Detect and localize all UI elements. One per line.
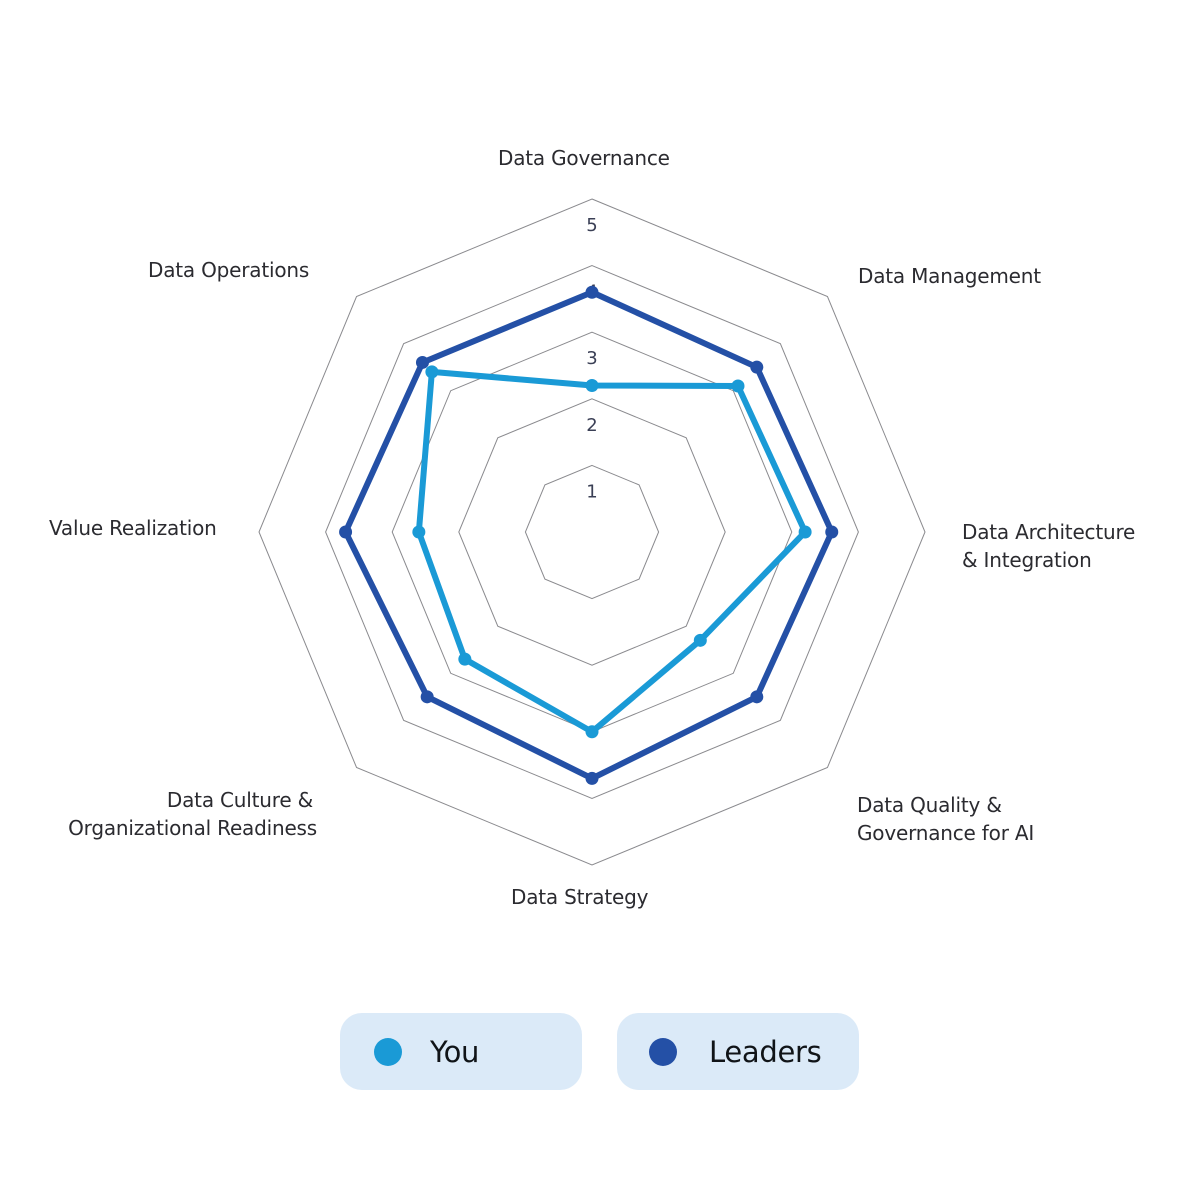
- tick-label-1: 1: [586, 481, 597, 502]
- series-leaders-point[interactable]: [585, 771, 599, 785]
- series-leaders-point[interactable]: [420, 690, 434, 704]
- series-you-point[interactable]: [412, 525, 426, 539]
- grid-ring-2: [458, 398, 726, 666]
- series-you-line: [415, 368, 809, 735]
- series-leaders-point[interactable]: [339, 525, 353, 539]
- legend-label-leaders: Leaders: [709, 1034, 822, 1069]
- series-you-point[interactable]: [798, 525, 812, 539]
- radar-chart: 12345: [258, 198, 926, 866]
- grid-ring-1: [524, 464, 660, 600]
- axis-label-line: Organizational Readiness: [68, 816, 317, 840]
- axis-label-line: Data Quality &: [857, 793, 1002, 817]
- series-you-point[interactable]: [425, 365, 439, 379]
- axis-label-data-architecture: Data Architecture & Integration: [962, 518, 1135, 574]
- axis-label-line: & Integration: [962, 548, 1092, 572]
- grid-ring-5: [258, 198, 926, 866]
- series-you-point[interactable]: [585, 378, 599, 392]
- axis-label-data-governance: Data Governance: [498, 146, 670, 170]
- series-you-point[interactable]: [693, 633, 707, 647]
- series-you-point[interactable]: [731, 379, 745, 393]
- series-you-point[interactable]: [585, 725, 599, 739]
- series-leaders-point[interactable]: [750, 360, 764, 374]
- axis-label-value-realization: Value Realization: [49, 516, 217, 540]
- axis-label-data-management: Data Management: [858, 264, 1041, 288]
- axis-label-data-operations: Data Operations: [148, 258, 310, 282]
- legend-item-leaders[interactable]: Leaders: [617, 1013, 859, 1090]
- series-you-point[interactable]: [458, 652, 472, 666]
- series-leaders-point[interactable]: [825, 525, 839, 539]
- axis-label-line: Data Architecture: [962, 520, 1136, 544]
- chart-legend: You Leaders: [340, 1013, 859, 1090]
- series-leaders-point[interactable]: [750, 690, 764, 704]
- grid-ring-3: [391, 331, 793, 733]
- legend-label-you: You: [430, 1034, 480, 1069]
- axis-label-data-culture: Data Culture & Organizational Readiness: [68, 786, 317, 842]
- grid-ring-4: [325, 265, 859, 799]
- legend-item-you[interactable]: You: [340, 1013, 582, 1090]
- radial-tick-labels: 12345: [586, 215, 597, 502]
- axis-label-data-quality: Data Quality & Governance for AI: [857, 791, 1034, 847]
- legend-dot-leaders-icon: [649, 1037, 677, 1066]
- radar-series: [339, 285, 839, 785]
- tick-label-3: 3: [586, 348, 597, 369]
- series-leaders-point[interactable]: [585, 285, 599, 299]
- tick-label-5: 5: [586, 215, 597, 236]
- axis-label-data-strategy: Data Strategy: [511, 885, 649, 909]
- axis-label-line: Governance for AI: [857, 821, 1035, 845]
- series-leaders-point[interactable]: [415, 355, 429, 369]
- axis-label-line: Data Culture &: [166, 788, 313, 812]
- tick-label-2: 2: [586, 415, 597, 436]
- legend-dot-you-icon: [374, 1037, 402, 1066]
